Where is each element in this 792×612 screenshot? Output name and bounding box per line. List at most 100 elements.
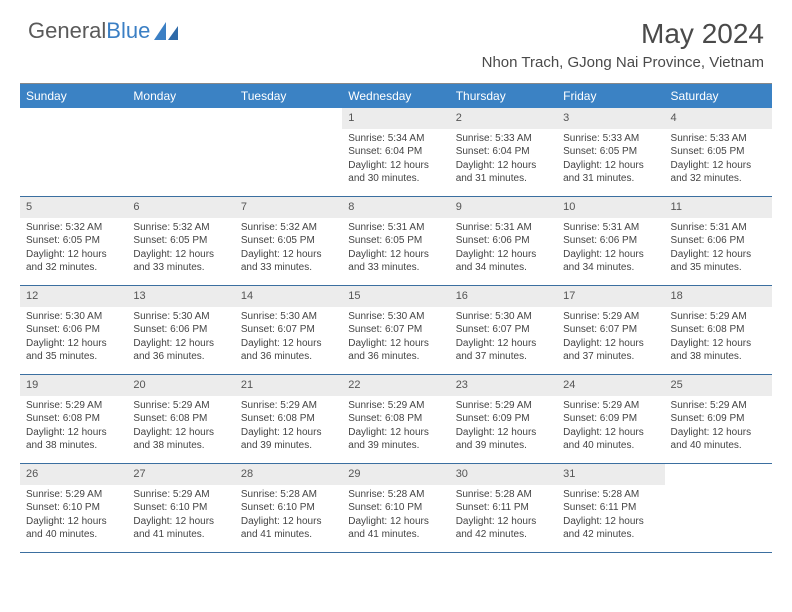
sunrise-line: Sunrise: 5:32 AM [241, 221, 336, 235]
day-number: 25 [665, 375, 772, 396]
daylight-line: Daylight: 12 hours and 40 minutes. [563, 426, 658, 453]
sunrise-line: Sunrise: 5:29 AM [671, 399, 766, 413]
day-number: 16 [450, 286, 557, 307]
day-body: Sunrise: 5:33 AMSunset: 6:05 PMDaylight:… [557, 129, 664, 192]
day-cell: 11Sunrise: 5:31 AMSunset: 6:06 PMDayligh… [665, 197, 772, 285]
day-body: Sunrise: 5:29 AMSunset: 6:08 PMDaylight:… [20, 396, 127, 459]
day-cell: 20Sunrise: 5:29 AMSunset: 6:08 PMDayligh… [127, 375, 234, 463]
day-number [20, 108, 127, 129]
weekday-header: Wednesday [342, 84, 449, 108]
daylight-line: Daylight: 12 hours and 42 minutes. [563, 515, 658, 542]
daylight-line: Daylight: 12 hours and 32 minutes. [671, 159, 766, 186]
logo-text-general: General [28, 18, 106, 44]
weeks-container: 1Sunrise: 5:34 AMSunset: 6:04 PMDaylight… [20, 108, 772, 553]
week-row: 1Sunrise: 5:34 AMSunset: 6:04 PMDaylight… [20, 108, 772, 197]
sunset-line: Sunset: 6:09 PM [563, 412, 658, 426]
day-body: Sunrise: 5:32 AMSunset: 6:05 PMDaylight:… [20, 218, 127, 281]
daylight-line: Daylight: 12 hours and 40 minutes. [671, 426, 766, 453]
sunset-line: Sunset: 6:05 PM [26, 234, 121, 248]
day-number: 30 [450, 464, 557, 485]
sunset-line: Sunset: 6:09 PM [671, 412, 766, 426]
day-number [235, 108, 342, 129]
sunrise-line: Sunrise: 5:30 AM [456, 310, 551, 324]
day-cell: 4Sunrise: 5:33 AMSunset: 6:05 PMDaylight… [665, 108, 772, 196]
sunset-line: Sunset: 6:10 PM [348, 501, 443, 515]
daylight-line: Daylight: 12 hours and 39 minutes. [241, 426, 336, 453]
sunset-line: Sunset: 6:10 PM [26, 501, 121, 515]
day-number: 24 [557, 375, 664, 396]
sunset-line: Sunset: 6:06 PM [671, 234, 766, 248]
sunrise-line: Sunrise: 5:30 AM [348, 310, 443, 324]
day-cell: 9Sunrise: 5:31 AMSunset: 6:06 PMDaylight… [450, 197, 557, 285]
day-body: Sunrise: 5:29 AMSunset: 6:09 PMDaylight:… [665, 396, 772, 459]
day-cell [127, 108, 234, 196]
day-cell: 30Sunrise: 5:28 AMSunset: 6:11 PMDayligh… [450, 464, 557, 552]
day-number: 15 [342, 286, 449, 307]
weekday-header: Saturday [665, 84, 772, 108]
day-body: Sunrise: 5:28 AMSunset: 6:10 PMDaylight:… [235, 485, 342, 548]
week-row: 5Sunrise: 5:32 AMSunset: 6:05 PMDaylight… [20, 197, 772, 286]
daylight-line: Daylight: 12 hours and 42 minutes. [456, 515, 551, 542]
day-cell: 3Sunrise: 5:33 AMSunset: 6:05 PMDaylight… [557, 108, 664, 196]
sunrise-line: Sunrise: 5:29 AM [133, 399, 228, 413]
day-cell: 19Sunrise: 5:29 AMSunset: 6:08 PMDayligh… [20, 375, 127, 463]
sunrise-line: Sunrise: 5:30 AM [26, 310, 121, 324]
sunset-line: Sunset: 6:05 PM [671, 145, 766, 159]
day-cell: 13Sunrise: 5:30 AMSunset: 6:06 PMDayligh… [127, 286, 234, 374]
sunrise-line: Sunrise: 5:29 AM [563, 399, 658, 413]
day-body: Sunrise: 5:30 AMSunset: 6:07 PMDaylight:… [342, 307, 449, 370]
day-body: Sunrise: 5:28 AMSunset: 6:11 PMDaylight:… [557, 485, 664, 548]
day-cell: 10Sunrise: 5:31 AMSunset: 6:06 PMDayligh… [557, 197, 664, 285]
day-body: Sunrise: 5:29 AMSunset: 6:10 PMDaylight:… [20, 485, 127, 548]
day-cell: 25Sunrise: 5:29 AMSunset: 6:09 PMDayligh… [665, 375, 772, 463]
day-cell: 6Sunrise: 5:32 AMSunset: 6:05 PMDaylight… [127, 197, 234, 285]
day-body: Sunrise: 5:29 AMSunset: 6:09 PMDaylight:… [450, 396, 557, 459]
sunrise-line: Sunrise: 5:29 AM [26, 399, 121, 413]
logo-sail-icon [154, 22, 180, 40]
day-body: Sunrise: 5:28 AMSunset: 6:10 PMDaylight:… [342, 485, 449, 548]
day-cell: 1Sunrise: 5:34 AMSunset: 6:04 PMDaylight… [342, 108, 449, 196]
day-number: 8 [342, 197, 449, 218]
day-cell [235, 108, 342, 196]
day-cell: 17Sunrise: 5:29 AMSunset: 6:07 PMDayligh… [557, 286, 664, 374]
sunset-line: Sunset: 6:04 PM [456, 145, 551, 159]
day-cell: 27Sunrise: 5:29 AMSunset: 6:10 PMDayligh… [127, 464, 234, 552]
sunrise-line: Sunrise: 5:28 AM [563, 488, 658, 502]
sunset-line: Sunset: 6:08 PM [671, 323, 766, 337]
day-cell: 14Sunrise: 5:30 AMSunset: 6:07 PMDayligh… [235, 286, 342, 374]
day-cell: 12Sunrise: 5:30 AMSunset: 6:06 PMDayligh… [20, 286, 127, 374]
sunset-line: Sunset: 6:05 PM [563, 145, 658, 159]
sunset-line: Sunset: 6:07 PM [456, 323, 551, 337]
sunrise-line: Sunrise: 5:30 AM [241, 310, 336, 324]
month-title: May 2024 [482, 18, 764, 50]
day-body: Sunrise: 5:34 AMSunset: 6:04 PMDaylight:… [342, 129, 449, 192]
weekday-header: Friday [557, 84, 664, 108]
sunset-line: Sunset: 6:07 PM [563, 323, 658, 337]
weekday-header: Thursday [450, 84, 557, 108]
daylight-line: Daylight: 12 hours and 35 minutes. [26, 337, 121, 364]
day-body: Sunrise: 5:29 AMSunset: 6:09 PMDaylight:… [557, 396, 664, 459]
daylight-line: Daylight: 12 hours and 32 minutes. [26, 248, 121, 275]
sunset-line: Sunset: 6:08 PM [133, 412, 228, 426]
calendar: SundayMondayTuesdayWednesdayThursdayFrid… [20, 83, 772, 553]
daylight-line: Daylight: 12 hours and 41 minutes. [241, 515, 336, 542]
day-number: 9 [450, 197, 557, 218]
day-body: Sunrise: 5:29 AMSunset: 6:08 PMDaylight:… [127, 396, 234, 459]
day-number: 3 [557, 108, 664, 129]
sunrise-line: Sunrise: 5:29 AM [563, 310, 658, 324]
sunset-line: Sunset: 6:07 PM [348, 323, 443, 337]
sunset-line: Sunset: 6:06 PM [563, 234, 658, 248]
sunrise-line: Sunrise: 5:29 AM [26, 488, 121, 502]
day-number: 23 [450, 375, 557, 396]
day-body: Sunrise: 5:29 AMSunset: 6:10 PMDaylight:… [127, 485, 234, 548]
day-cell: 22Sunrise: 5:29 AMSunset: 6:08 PMDayligh… [342, 375, 449, 463]
weekday-header: Monday [127, 84, 234, 108]
day-body: Sunrise: 5:31 AMSunset: 6:06 PMDaylight:… [557, 218, 664, 281]
sunset-line: Sunset: 6:05 PM [241, 234, 336, 248]
day-body: Sunrise: 5:33 AMSunset: 6:04 PMDaylight:… [450, 129, 557, 192]
day-cell: 5Sunrise: 5:32 AMSunset: 6:05 PMDaylight… [20, 197, 127, 285]
sunrise-line: Sunrise: 5:33 AM [456, 132, 551, 146]
daylight-line: Daylight: 12 hours and 36 minutes. [348, 337, 443, 364]
day-number: 14 [235, 286, 342, 307]
day-number: 28 [235, 464, 342, 485]
